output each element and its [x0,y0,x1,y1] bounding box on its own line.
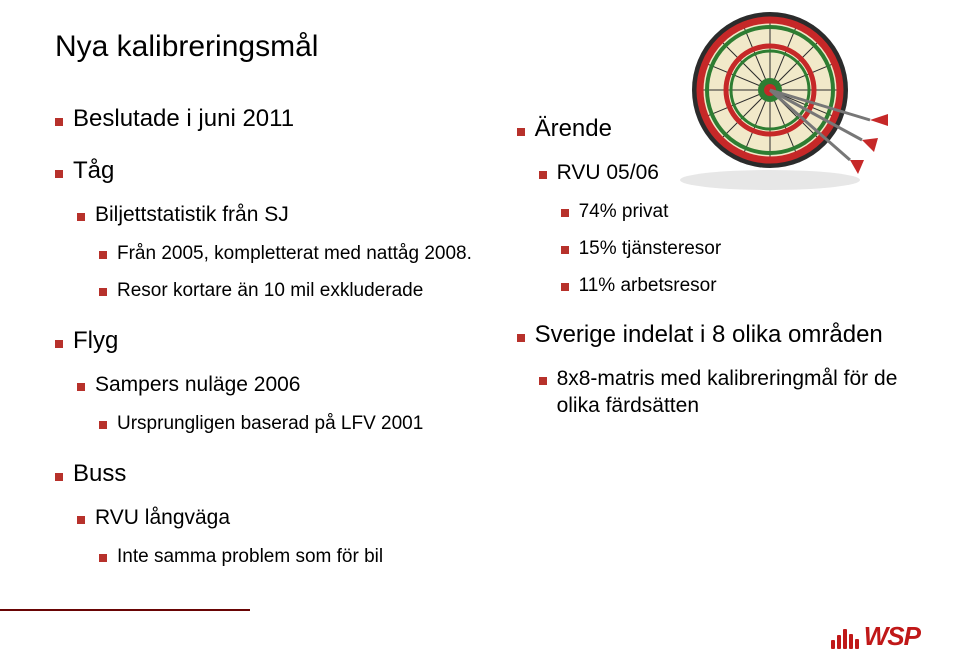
bullet-icon [539,171,547,179]
dartboard-image [620,10,900,200]
bullet-lvl1: Flyg Sampers nuläge 2006 Ursprungligen bas… [55,326,487,437]
bullet-icon [99,288,107,296]
left-column: Beslutade i juni 2011 Tåg Biljettstatistik… [55,104,487,592]
bullet-text: Tåg [73,156,114,186]
bullet-icon [561,209,569,217]
bullet-icon [517,128,525,136]
bullet-icon [517,334,525,342]
bullet-icon [561,283,569,291]
bullet-lvl2: Sampers nuläge 2006 Ursprungligen baserad… [77,372,487,437]
bullet-text: 15% tjänsteresor [579,237,722,262]
bullet-lvl1: Beslutade i juni 2011 [55,104,487,134]
bullet-icon [77,516,85,524]
bullet-lvl1: Buss RVU långväga Inte samma problem som f… [55,459,487,570]
bullet-lvl3: Från 2005, kompletterat med nattåg 2008. [99,242,487,267]
bullet-text: 8x8-matris med kalibreringmål för de oli… [557,366,905,419]
bullet-icon [55,340,63,348]
bullet-text: 74% privat [579,200,669,225]
bullet-lvl3: Ursprungligen baserad på LFV 2001 [99,412,487,437]
bullet-text: Inte samma problem som för bil [117,545,383,570]
bullet-lvl3: 15% tjänsteresor [561,237,905,262]
footer-accent-line [0,609,250,611]
bullet-text: RVU långväga [95,505,230,531]
bullet-lvl2: Biljettstatistik från SJ Från 2005, kompl… [77,202,487,304]
bullet-text: Flyg [73,326,118,356]
logo-text: WSP [864,621,920,652]
bullet-text: Ursprungligen baserad på LFV 2001 [117,412,423,437]
bullet-lvl2: 8x8-matris med kalibreringmål för de oli… [539,366,905,419]
bullet-text: Ärende [535,114,612,144]
bullet-icon [77,213,85,221]
bullet-lvl1: Tåg Biljettstatistik från SJ Från 2005, ko… [55,156,487,304]
bullet-text: Från 2005, kompletterat med nattåg 2008. [117,242,472,267]
bullet-icon [99,421,107,429]
bullet-text: Beslutade i juni 2011 [73,104,294,134]
bullet-lvl3: 11% arbetsresor [561,274,905,299]
bullet-icon [561,246,569,254]
bullet-icon [99,251,107,259]
bullet-lvl3: Resor kortare än 10 mil exkluderade [99,279,487,304]
bullet-text: Biljettstatistik från SJ [95,202,289,228]
bullet-text: Sampers nuläge 2006 [95,372,300,398]
bullet-icon [77,383,85,391]
wsp-logo: WSP [831,621,920,652]
bullet-text: Sverige indelat i 8 olika områden [535,320,883,350]
bullet-lvl3: 74% privat [561,200,905,225]
bullet-text: Buss [73,459,126,489]
bullet-text: 11% arbetsresor [579,274,717,299]
bullet-text: Resor kortare än 10 mil exkluderade [117,279,423,304]
bullet-lvl2: RVU långväga Inte samma problem som för b… [77,505,487,570]
bullet-lvl1: Sverige indelat i 8 olika områden 8x8-mat… [517,320,905,419]
bullet-icon [55,473,63,481]
bullet-icon [539,377,547,385]
bullet-lvl3: Inte samma problem som för bil [99,545,487,570]
bullet-icon [99,554,107,562]
bullet-icon [55,170,63,178]
bullet-icon [55,118,63,126]
